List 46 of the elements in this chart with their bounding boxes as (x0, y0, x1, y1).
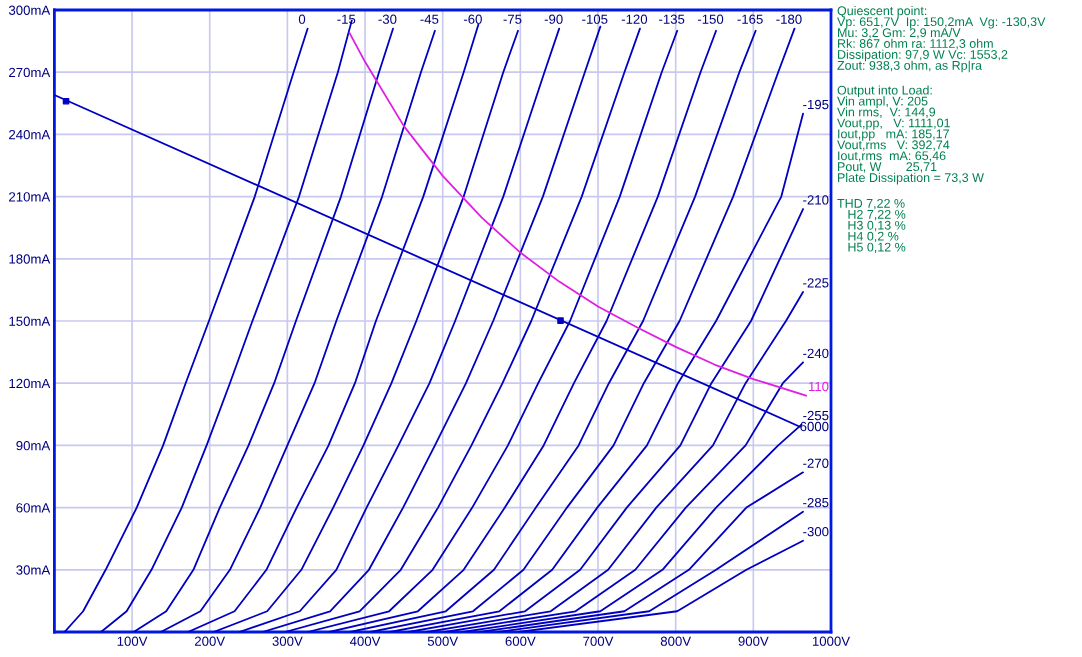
series-label: 110 (808, 381, 829, 392)
series-label: -225 (803, 278, 829, 288)
x-tick-label: 100V (117, 636, 148, 646)
y-tick-label: 150mA (9, 316, 51, 326)
series-label: -165 (737, 14, 763, 24)
series-label: -120 (621, 14, 648, 24)
y-tick-label: 60mA (16, 503, 51, 513)
text: Output into Load: Vin ampl, V: 205 Vin rms, V: 144,9 Vout,pp, V: 1111,01 Iout,pp mA: 185,17 Vout,rms V: 392,74 Iout,rms mA: 65,46 Pout, W 25,71 Plate Dissipation = 73,3 W (837, 85, 984, 185)
series-label: -105 (582, 14, 608, 24)
series-label: -45 (420, 14, 439, 24)
series-label: -90 (544, 14, 563, 24)
series-label: 6000 (800, 421, 829, 432)
x-tick-label: 900V (738, 636, 769, 646)
series-label: -240 (803, 348, 829, 359)
series-label: -60 (463, 14, 482, 24)
x-tick-label: 800V (660, 636, 692, 646)
y-tick-label: 300mA (8, 5, 51, 15)
x-tick-label: 700V (583, 636, 614, 646)
y-tick-label: 30mA (16, 565, 51, 575)
text: Quiescent point: Vp: 651,7V Ip: 150,2mA Vg: -130,3V Mu: 3,2 Gm: 2,9 mA/V Rk: 867 ohm ra: 1112,3 ohm Dissipation: 97,9 W Vc: 1553,2 Zout: 938,3 ohm, as Rp|ra (837, 6, 1046, 73)
y-tick-label: 270mA (9, 67, 51, 78)
y-tick-label: 180mA (9, 254, 51, 264)
x-tick-label: 500V (427, 636, 459, 646)
series-label: -135 (659, 14, 685, 24)
series-label: -255 (803, 410, 829, 421)
x-tick-label: 600V (505, 636, 536, 646)
y-tick-label: 210mA (9, 192, 51, 202)
y-tick-label: 240mA (9, 129, 51, 140)
series-label: -75 (503, 14, 522, 24)
series-label: -270 (803, 458, 829, 468)
series-label: -30 (378, 14, 397, 24)
series-label: -195 (803, 99, 829, 110)
x-tick-label: 1000V (812, 636, 851, 646)
y-tick-label: 90mA (16, 440, 51, 451)
series-label: -210 (803, 195, 829, 205)
series-label: 0 (298, 14, 306, 24)
series-label: -180 (776, 14, 802, 24)
text: THD 7,22 % H2 7,22 % H3 0,13 % H4 0,2 % H5 0,12 % (837, 198, 906, 254)
series-label: -150 (697, 14, 724, 24)
x-tick-label: 200V (194, 636, 226, 646)
y-tick-label: 120mA (9, 378, 51, 389)
x-tick-label: 400V (349, 636, 381, 646)
series-label: -300 (803, 526, 829, 537)
series-label: -285 (803, 497, 829, 508)
x-tick-label: 300V (272, 636, 303, 646)
series-label: -15 (337, 14, 356, 24)
